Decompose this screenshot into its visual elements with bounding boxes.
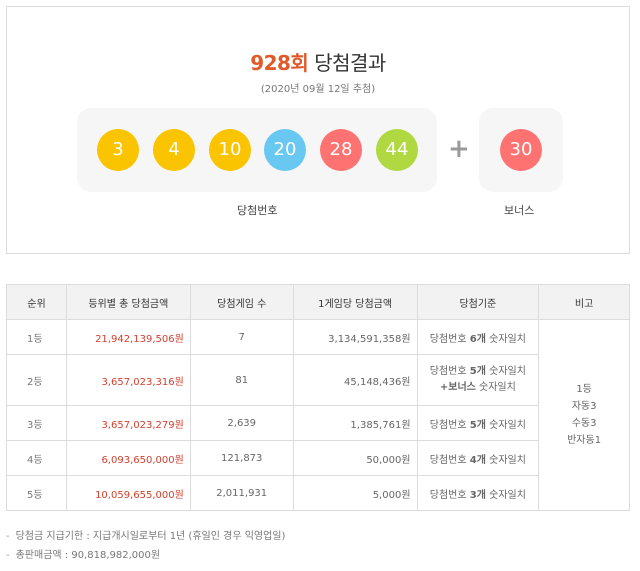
criteria-text: 당첨번호 xyxy=(429,489,470,501)
criteria-count: 3개 xyxy=(469,489,486,501)
per-game-prize-cell: 50,000원 xyxy=(292,440,418,476)
rank-cell: 2등 xyxy=(6,354,67,406)
criteria-cell: 당첨번호 5개 숫자일치 +보너스 숫자일치 xyxy=(416,354,540,406)
rank-cell: 3등 xyxy=(6,405,67,441)
criteria-count: 5개 xyxy=(469,419,486,431)
draw-title: 928회 당첨결과 xyxy=(7,47,629,76)
total-prize-cell: 3,657,023,279원 xyxy=(65,405,191,441)
winning-numbers-panel: 3 4 10 20 28 44 xyxy=(77,108,437,192)
draw-date: (2020년 09월 12일 추첨) xyxy=(260,84,376,95)
criteria-text: 숫자일치 xyxy=(485,454,526,466)
remark-line: 수동3 xyxy=(571,418,597,429)
per-game-prize-cell: 3,134,591,358원 xyxy=(292,319,418,355)
criteria-cell: 당첨번호 3개 숫자일치 xyxy=(416,475,540,511)
note-text: 총판매금액 : 90,818,982,000원 xyxy=(15,550,161,561)
criteria-count: 6개 xyxy=(469,333,486,345)
rank-cell: 4등 xyxy=(6,440,67,476)
criteria-text: 숫자일치 xyxy=(485,489,526,501)
plus-icon: + xyxy=(448,134,470,164)
criteria-text: 당첨번호 xyxy=(429,366,470,377)
payment-deadline-note: - 당첨금 지급기한 : 지급개시일로부터 1년 (휴일인 경우 익영업일) xyxy=(6,527,285,546)
note-bullet: - xyxy=(6,550,10,561)
bonus-number-panel: 30 xyxy=(479,108,563,192)
total-prize-cell: 3,657,023,316원 xyxy=(65,354,191,406)
winning-ball: 3 xyxy=(97,129,139,171)
criteria-text: 숫자일치 xyxy=(485,333,526,345)
winners-cell: 2,011,931 xyxy=(189,475,294,511)
total-prize-cell: 21,942,139,506원 xyxy=(65,319,191,355)
bonus-label: 보너스 xyxy=(504,204,535,217)
winning-ball: 4 xyxy=(153,129,195,171)
criteria-text: 당첨번호 xyxy=(429,333,470,345)
criteria-text: 숫자일치 xyxy=(475,382,516,393)
remark-line: 1등 xyxy=(576,384,592,395)
note-text: 당첨금 지급기한 : 지급개시일로부터 1년 (휴일인 경우 익영업일) xyxy=(15,531,286,542)
note-bullet: - xyxy=(6,531,10,542)
winning-ball: 20 xyxy=(264,129,306,171)
header-winners: 당첨게임 수 xyxy=(189,284,294,320)
header-criteria: 당첨기준 xyxy=(416,284,540,320)
criteria-text: 당첨번호 xyxy=(429,419,470,431)
total-sales-note: - 총판매금액 : 90,818,982,000원 xyxy=(6,546,285,565)
winners-cell: 7 xyxy=(189,319,294,355)
table-row: 4등 6,093,650,000원 121,873 50,000원 당첨번호 4… xyxy=(6,440,630,476)
rank-cell: 5등 xyxy=(6,475,67,511)
criteria-cell: 당첨번호 5개 숫자일치 xyxy=(416,405,540,441)
winners-cell: 2,639 xyxy=(189,405,294,441)
table-row: 3등 3,657,023,279원 2,639 1,385,761원 당첨번호 … xyxy=(6,405,630,441)
table-row: 5등 10,059,655,000원 2,011,931 5,000원 당첨번호… xyxy=(6,475,630,511)
criteria-text: 숫자일치 xyxy=(485,419,526,431)
draw-round: 928회 xyxy=(250,51,309,75)
criteria-text: 숫자일치 xyxy=(485,366,526,377)
total-prize-cell: 6,093,650,000원 xyxy=(65,440,191,476)
rank-cell: 1등 xyxy=(6,319,67,355)
winners-cell: 81 xyxy=(189,354,294,406)
per-game-prize-cell: 5,000원 xyxy=(292,475,418,511)
criteria-cell: 당첨번호 4개 숫자일치 xyxy=(416,440,540,476)
table-row: 2등 3,657,023,316원 81 45,148,436원 당첨번호 5개… xyxy=(6,354,630,406)
header-total-prize: 등위별 총 당첨금액 xyxy=(65,284,191,320)
per-game-prize-cell: 1,385,761원 xyxy=(292,405,418,441)
winning-ball: 44 xyxy=(376,129,418,171)
draw-title-suffix: 당첨결과 xyxy=(308,51,386,75)
winners-cell: 121,873 xyxy=(189,440,294,476)
winning-ball: 28 xyxy=(320,129,362,171)
criteria-count: 5개 xyxy=(469,366,486,377)
criteria-bonus: +보너스 xyxy=(439,382,476,393)
draw-result-panel: 928회 당첨결과 (2020년 09월 12일 추첨) 3 4 10 20 2… xyxy=(6,6,630,254)
criteria-cell: 당첨번호 6개 숫자일치 xyxy=(416,319,540,355)
header-per-game-prize: 1게임당 당첨금액 xyxy=(292,284,418,320)
header-remarks: 비고 xyxy=(538,284,630,320)
criteria-count: 4개 xyxy=(469,454,486,466)
winning-numbers-label: 당첨번호 xyxy=(237,204,278,217)
footnotes: - 당첨금 지급기한 : 지급개시일로부터 1년 (휴일인 경우 익영업일) -총… xyxy=(6,527,285,565)
prize-table: 순위 등위별 총 당첨금액 당첨게임 수 1게임당 당첨금액 당첨기준 비고 1… xyxy=(6,284,630,511)
table-row: 1등 21,942,139,506원 7 3,134,591,358원 당첨번호… xyxy=(6,319,630,511)
header-rank: 순위 xyxy=(6,284,67,320)
remark-line: 반자동1 xyxy=(567,435,602,446)
winning-ball: 10 xyxy=(209,129,251,171)
remarks-cell: 1등 자동3 수동3 반자동1 xyxy=(538,319,630,511)
total-prize-cell: 10,059,655,000원 xyxy=(65,475,191,511)
per-game-prize-cell: 45,148,436원 xyxy=(292,354,418,406)
bonus-ball: 30 xyxy=(500,129,542,171)
table-header-row: 순위 등위별 총 당첨금액 당첨게임 수 1게임당 당첨금액 당첨기준 비고 xyxy=(6,284,630,320)
remark-line: 자동3 xyxy=(571,401,597,412)
criteria-text: 당첨번호 xyxy=(429,454,470,466)
